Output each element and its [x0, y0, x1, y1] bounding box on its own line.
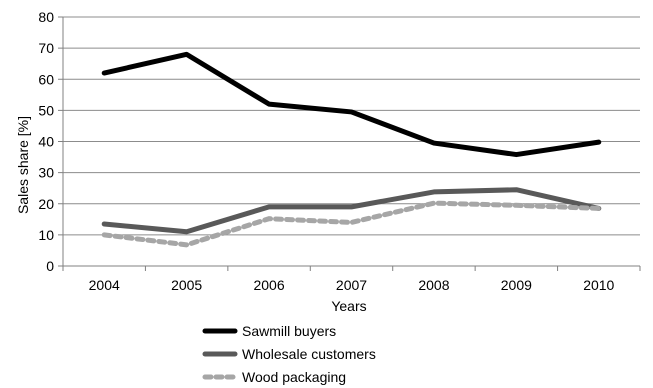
x-tick-label: 2004 — [89, 277, 120, 293]
x-tick-label: 2005 — [171, 277, 202, 293]
y-axis-ticks: 0 10 20 30 40 50 60 70 80 — [38, 9, 54, 274]
legend: Sawmill buyers Wholesale customers Wood pa… — [202, 323, 376, 385]
x-tick-label: 2009 — [501, 277, 532, 293]
series-line-2 — [101, 200, 602, 248]
series-line-1 — [101, 187, 602, 235]
y-tick-label: 0 — [46, 258, 54, 274]
series-line-0 — [101, 51, 602, 158]
legend-label: Wood packaging — [242, 369, 346, 385]
y-tick-label: 80 — [38, 9, 54, 25]
y-tick-label: 10 — [38, 227, 54, 243]
x-tick-label: 2007 — [336, 277, 367, 293]
x-tick-label: 2010 — [583, 277, 614, 293]
gridlines — [58, 16, 640, 267]
x-axis-ticks: 2004 2005 2006 2007 2008 2009 2010 — [62, 266, 641, 293]
x-axis-title: Years — [331, 298, 366, 314]
series-lines — [101, 51, 602, 248]
y-tick-label: 50 — [38, 102, 54, 118]
y-tick-label: 40 — [38, 134, 54, 150]
y-tick-label: 30 — [38, 165, 54, 181]
y-tick-label: 70 — [38, 40, 54, 56]
x-tick-label: 2008 — [418, 277, 449, 293]
legend-label: Sawmill buyers — [242, 323, 336, 339]
x-tick-label: 2006 — [253, 277, 284, 293]
legend-label: Wholesale customers — [242, 346, 376, 362]
y-tick-label: 20 — [38, 196, 54, 212]
y-axis-title: Sales share [%] — [15, 116, 31, 214]
y-tick-label: 60 — [38, 71, 54, 87]
